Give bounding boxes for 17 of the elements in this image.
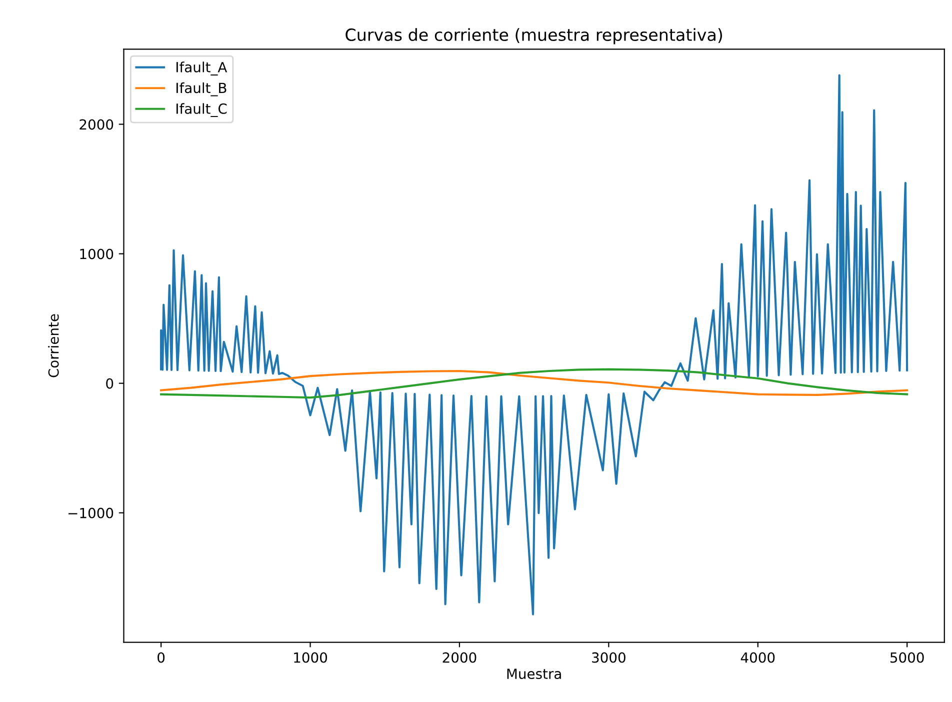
legend-label: Ifault_C: [176, 103, 227, 118]
y-tick-label: 1000: [80, 248, 114, 260]
y-tick-label: 0: [106, 378, 114, 389]
chart-title: Curvas de corriente (muestra representativa): [346, 28, 722, 44]
legend-label: Ifault_A: [176, 62, 228, 76]
y-axis-title: Corriente: [48, 314, 59, 378]
y-tick-label: 2000: [80, 119, 114, 130]
x-tick-label: 2000: [442, 652, 476, 663]
x-tick-label: 0: [158, 652, 165, 663]
x-axis-title: Muestra: [507, 668, 561, 680]
x-tick-label: 4000: [740, 652, 775, 663]
x-tick-label: 3000: [592, 652, 626, 663]
legend-label: Ifault_B: [176, 82, 226, 96]
x-tick-label: 1000: [294, 652, 328, 663]
line-series: [160, 74, 908, 616]
y-tick-label: −1000: [68, 508, 114, 518]
x-tick-label: 5000: [890, 652, 924, 663]
